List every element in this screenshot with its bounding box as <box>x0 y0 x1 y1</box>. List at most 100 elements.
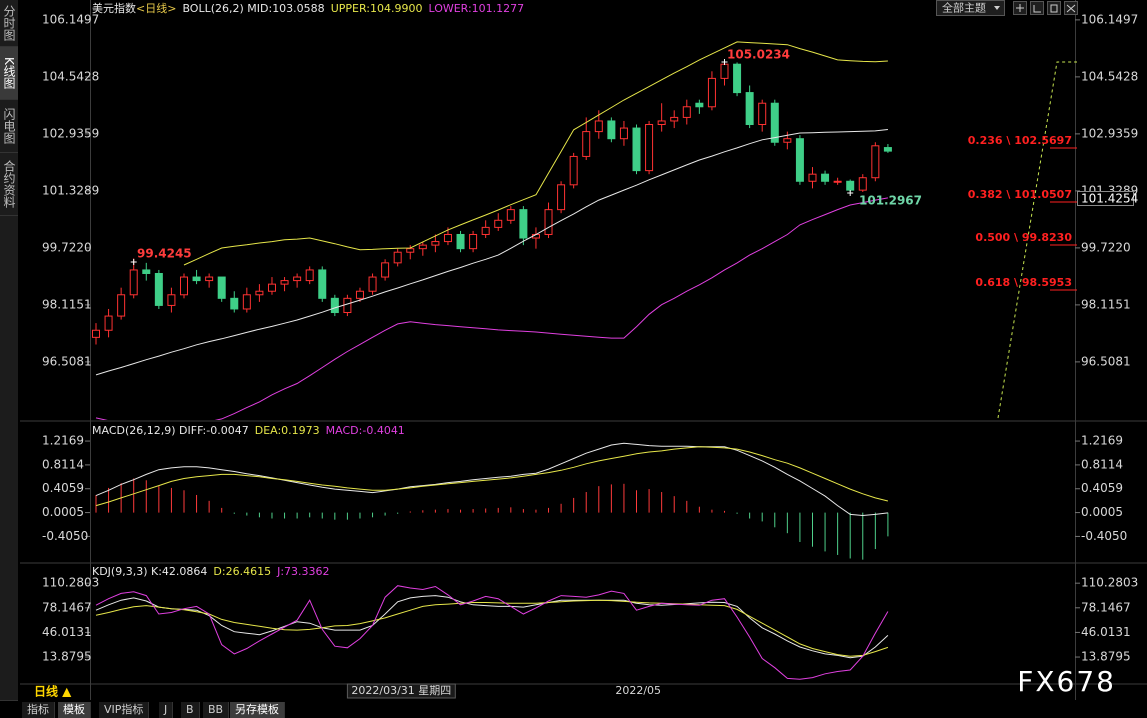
candle-body <box>645 124 654 172</box>
candle-body <box>393 251 402 264</box>
theme-label[interactable]: 全部主题 <box>942 1 986 15</box>
fibonacci-line <box>997 61 1077 419</box>
candle-body <box>368 276 377 292</box>
candle-body <box>506 209 515 221</box>
tab[interactable]: J <box>159 702 174 718</box>
candle-body <box>632 127 641 172</box>
indicator-line <box>95 197 888 420</box>
y-tick-label: 0.8114 <box>42 457 84 471</box>
y-tick-label: 110.2803 <box>42 576 99 590</box>
candle-body <box>242 294 251 310</box>
fibonacci-label: 0.382 \ 101.0507 <box>968 188 1072 201</box>
extreme-marker <box>847 190 854 196</box>
candle-body <box>494 219 503 228</box>
candle-body <box>443 233 452 243</box>
annotation: 99.4245 <box>137 247 192 261</box>
candle-body <box>858 177 867 191</box>
y-tick-label: 101.3289 <box>42 183 99 197</box>
candle-body <box>343 297 352 314</box>
fibonacci-label: 0.500 \ 99.8230 <box>975 231 1072 244</box>
y-tick-label: 98.1151 <box>42 297 92 311</box>
y-tick-label: 102.9359 <box>1081 126 1138 140</box>
indicator-header: MACD:-0.4041 <box>326 424 405 437</box>
tab[interactable]: BB <box>203 702 230 718</box>
candle-body <box>406 248 415 253</box>
candle-body <box>355 290 364 299</box>
indicator-line <box>95 129 888 376</box>
tab[interactable]: 指标 <box>22 702 55 718</box>
indicator-header: BOLL(26,2) MID:103.0588 <box>182 2 324 15</box>
indicator-header: <日线> <box>136 1 176 15</box>
candle-body <box>330 297 339 314</box>
tab[interactable]: 另存模板 <box>230 702 285 718</box>
tool-button[interactable] <box>1030 1 1044 15</box>
y-tick-label: 46.0131 <box>42 625 92 639</box>
extreme-marker <box>130 259 137 265</box>
y-tick-label: 0.4059 <box>42 481 84 495</box>
candle-body <box>305 269 314 282</box>
sidebar-tab[interactable]: 分时图 <box>0 0 18 47</box>
tool-button[interactable] <box>1047 1 1061 15</box>
indicator-header: KDJ(9,3,3) K:42.0864 <box>92 565 207 578</box>
candle-body <box>104 315 113 331</box>
period-label[interactable]: 日线 ▲ <box>34 684 72 699</box>
y-tick-label: 110.2803 <box>1081 576 1138 590</box>
x-tick-label: 2022/05 <box>615 684 661 697</box>
watermark: FX678 <box>1017 665 1116 698</box>
candle-body <box>293 276 302 282</box>
extreme-marker <box>721 59 728 65</box>
sidebar-tab[interactable]: 闪电图 <box>0 100 18 153</box>
candle-body <box>682 106 691 118</box>
y-tick-label: 96.5081 <box>1081 354 1131 368</box>
sidebar-tab[interactable]: 合约资料 <box>0 153 18 216</box>
candle-body <box>117 294 126 317</box>
annotation: 101.2967 <box>859 194 922 208</box>
indicator-header: J:73.3362 <box>276 565 329 578</box>
candle-body <box>745 92 754 126</box>
y-tick-label: 96.5081 <box>42 354 92 368</box>
indicator-line <box>183 41 888 266</box>
candle-body <box>808 173 817 182</box>
candle-body <box>192 276 201 282</box>
candle-body <box>418 244 427 250</box>
y-tick-label: 78.1467 <box>1081 600 1131 614</box>
tab[interactable]: 模板 <box>58 702 91 718</box>
y-tick-label: 46.0131 <box>1081 625 1131 639</box>
candle-body <box>557 184 566 211</box>
indicator-header: DEA:0.1973 <box>255 424 320 437</box>
indicator-line <box>95 585 889 680</box>
icon <box>1016 4 1024 12</box>
candle-body <box>657 120 666 126</box>
candle-body <box>318 269 327 299</box>
indicator-line <box>95 595 889 659</box>
y-tick-label: 78.1467 <box>42 600 92 614</box>
candle-body <box>871 145 880 179</box>
tab[interactable]: B <box>181 702 200 718</box>
candle-body <box>481 226 490 235</box>
sidebar-tab[interactable]: K线图 <box>0 47 18 100</box>
candle-body <box>255 290 264 296</box>
chart: 全部主题 日线 ▲ FX678 106.1497 106.1497 104.5428… <box>20 0 1147 700</box>
candle-body <box>217 276 226 299</box>
y-tick-label: 13.8795 <box>1081 650 1131 664</box>
candle-body <box>230 297 239 310</box>
y-tick-label: 0.0005 <box>1081 505 1123 519</box>
indicator-header: 美元指数 <box>92 1 136 15</box>
candle-body <box>469 233 478 250</box>
cursor-date-box <box>346 683 456 699</box>
plot <box>92 41 892 420</box>
y-tick-label: 0.0005 <box>42 505 84 519</box>
last-price-box <box>1077 191 1134 206</box>
x-tick-label: 2022/03/31 星期四 <box>351 684 451 697</box>
tab[interactable]: VIP指标 <box>99 702 150 718</box>
indicator-header: MACD(26,12,9) DIFF:-0.0047 <box>92 424 249 437</box>
candle-body <box>670 116 679 122</box>
icon <box>1050 4 1058 13</box>
candle-body <box>456 233 465 250</box>
candle-body <box>167 294 176 306</box>
y-tick-label: 0.8114 <box>1081 457 1123 471</box>
plot <box>95 585 889 680</box>
theme-select[interactable] <box>936 0 1005 16</box>
candle-body <box>733 63 742 94</box>
candle-body <box>544 209 553 235</box>
